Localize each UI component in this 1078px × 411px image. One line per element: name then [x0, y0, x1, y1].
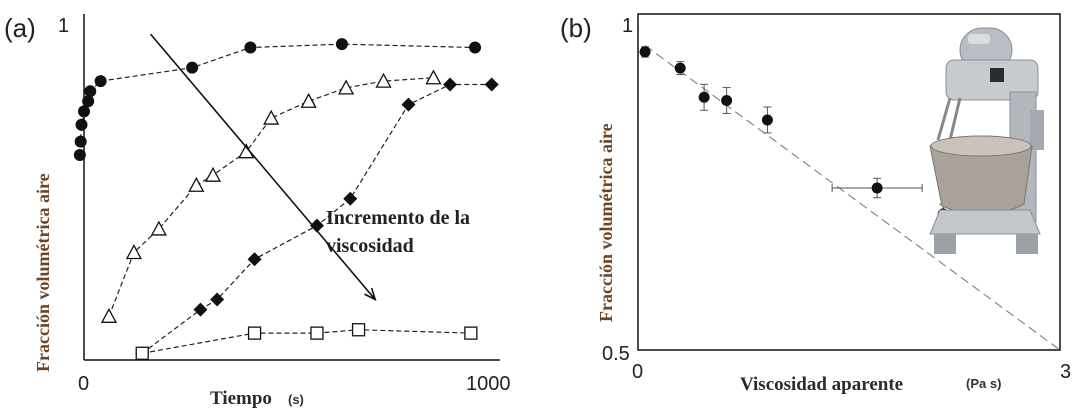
series-square-line: [142, 329, 471, 354]
panel-b-xtick-0: 0: [632, 361, 643, 383]
circle-point-8: [244, 41, 257, 54]
square-point-1: [247, 326, 262, 340]
panel-a-label: (a): [4, 13, 36, 43]
triangle-point-3: [188, 176, 205, 192]
panel-a: (a) 1 0 1000 Tiempo (s) Fracción volumét…: [4, 13, 511, 409]
panel-b-x-unit: (Pa s): [966, 376, 1001, 391]
fit-line: [644, 44, 1061, 351]
series-circle-line: [79, 43, 476, 156]
panel-a-xtick-1000: 1000: [466, 373, 511, 395]
point-marker: [871, 182, 883, 194]
circle-point-5: [84, 85, 97, 98]
circle-point-1: [74, 135, 87, 148]
panel-b-xtick-3: 3: [1060, 361, 1071, 383]
data-point-2: [698, 83, 710, 111]
data-point-3: [721, 87, 733, 114]
panel-b-ytick-0.5: 0.5: [602, 343, 630, 365]
triangle-point-7: [300, 92, 317, 108]
panel-a-series: [73, 38, 499, 361]
diamond-point-2: [210, 292, 225, 307]
data-point-5: [831, 177, 923, 199]
triangle-point-9: [375, 72, 392, 88]
annotation-arrow-shaft: [149, 33, 376, 301]
diamond-point-5: [343, 191, 358, 206]
circle-point-10: [469, 41, 482, 54]
triangle-point-4: [204, 166, 222, 182]
annotation-line-1: Incremento de la: [326, 207, 470, 229]
triangle-point-10: [425, 69, 442, 85]
panel-b-points: [639, 46, 949, 225]
triangle-point-8: [337, 79, 355, 95]
panel-b: (b) 1 0.5 0 3 Viscosidad aparente (Pa s)…: [560, 13, 1071, 395]
annotation-arrow-head: [364, 287, 377, 302]
panel-b-label: (b): [560, 13, 592, 43]
circle-point-2: [75, 118, 88, 131]
panel-a-ytick-1: 1: [58, 15, 69, 37]
data-point-1: [674, 61, 686, 76]
annotation-line-2: viscosidad: [326, 235, 414, 257]
square-point-0: [135, 346, 149, 360]
diamond-point-4: [309, 218, 324, 233]
panel-b-fit: [644, 44, 1061, 351]
panel-a-xtick-0: 0: [78, 373, 89, 395]
panel-b-y-label: Fracción volumétrica aire: [596, 123, 616, 322]
triangle-point-0: [100, 307, 118, 323]
circle-point-0: [73, 149, 86, 162]
diamond-point-1: [193, 302, 208, 317]
panel-b-ytick-1: 1: [622, 15, 633, 37]
panel-a-x-label: Tiempo: [210, 388, 272, 409]
data-point-4: [761, 106, 773, 134]
point-marker: [698, 91, 710, 103]
panel-b-frame: [637, 13, 1061, 351]
point-marker: [721, 95, 733, 107]
triangle-point-1: [125, 244, 143, 260]
panel-a-y-label: Fracción volumétrica aire: [33, 173, 53, 372]
point-marker: [674, 62, 686, 74]
circle-point-3: [78, 105, 90, 118]
circle-point-7: [186, 61, 199, 74]
stand-mixer-icon: [929, 27, 1044, 254]
diamond-point-3: [247, 252, 262, 267]
square-point-3: [351, 323, 366, 337]
triangle-point-2: [150, 220, 167, 236]
circle-point-6: [94, 75, 107, 88]
diamond-point-6: [401, 97, 416, 112]
panel-b-x-label: Viscosidad aparente: [740, 374, 903, 395]
circle-point-9: [335, 38, 348, 51]
point-marker: [639, 46, 651, 58]
square-point-2: [310, 326, 324, 340]
diamond-point-8: [484, 77, 499, 92]
data-point-0: [639, 46, 651, 58]
annotation-arrow: [149, 33, 377, 302]
triangle-point-6: [263, 109, 280, 125]
panel-a-x-unit: (s): [288, 392, 304, 407]
point-marker: [761, 114, 773, 126]
square-point-4: [464, 326, 478, 340]
diamond-point-7: [443, 77, 458, 92]
circle-point-4: [82, 95, 95, 108]
